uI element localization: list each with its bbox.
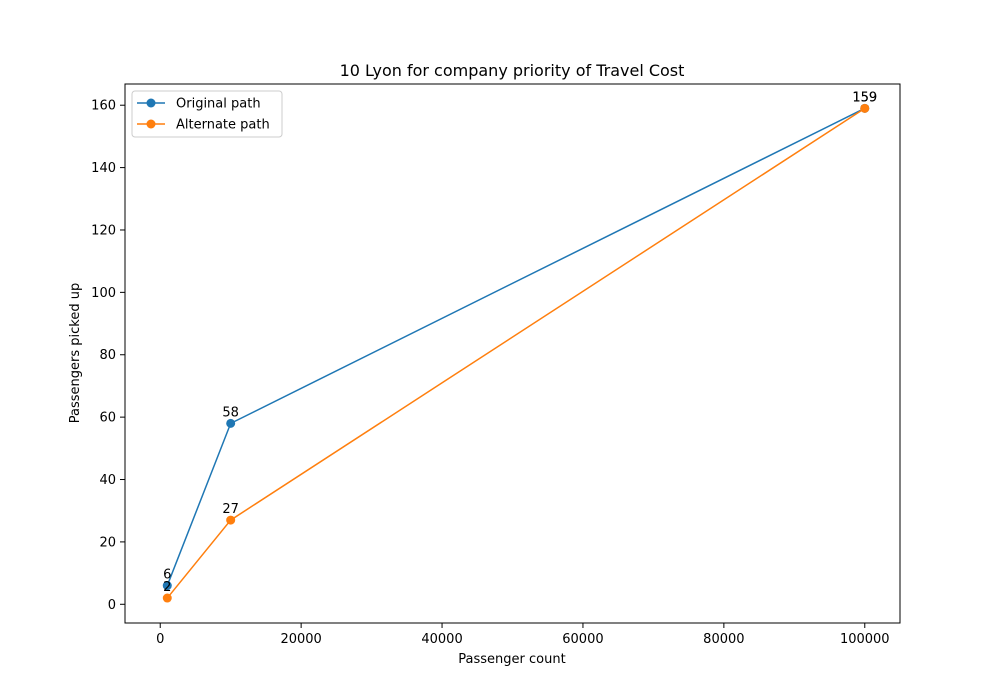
data-label: 159: [852, 90, 877, 105]
legend: Original path Alternate path: [131, 90, 283, 138]
data-point: [860, 103, 870, 113]
legend-label: Original path: [176, 97, 261, 112]
y-tick-label: 40: [99, 473, 116, 488]
data-point: [162, 593, 172, 603]
legend-marker: [146, 119, 156, 129]
series-original-path: 6 58 159: [162, 90, 877, 591]
plot-frame: [124, 83, 901, 624]
y-axis: 0 20 40 60 80 100 120 140 160: [91, 99, 125, 613]
x-tick-label: 100000: [840, 632, 890, 647]
data-label: 2: [163, 580, 171, 595]
x-tick-label: 40000: [421, 632, 462, 647]
y-tick-label: 80: [99, 348, 116, 363]
y-tick-label: 120: [91, 223, 116, 238]
x-tick-label: 80000: [703, 632, 744, 647]
y-tick-label: 0: [108, 598, 116, 613]
y-tick-label: 100: [91, 286, 116, 301]
data-label: 27: [222, 502, 239, 517]
plot-background: [125, 84, 900, 623]
x-axis: 0 20000 40000 60000 80000 100000: [156, 623, 890, 647]
y-tick-label: 20: [99, 535, 116, 550]
x-axis-label: Passenger count: [458, 652, 565, 667]
series-alternate-path: 2 27 159: [162, 90, 877, 603]
legend-label: Alternate path: [176, 118, 270, 133]
legend-marker: [146, 98, 156, 108]
data-point: [226, 515, 236, 525]
x-tick-label: 60000: [562, 632, 603, 647]
y-axis-label: Passengers picked up: [68, 283, 83, 423]
data-label: 6: [163, 568, 171, 583]
data-label: 58: [222, 405, 239, 420]
y-tick-label: 60: [99, 411, 116, 426]
data-point: [226, 418, 236, 428]
legend-entry: Original path: [137, 97, 261, 112]
x-tick-label: 20000: [280, 632, 321, 647]
legend-box: [131, 90, 283, 138]
data-label: 159: [852, 90, 877, 105]
chart-title: 10 Lyon for company priority of Travel C…: [340, 61, 685, 80]
y-tick-label: 140: [91, 161, 116, 176]
data-point: [162, 581, 172, 591]
legend-entry: Alternate path: [137, 118, 270, 133]
y-tick-label: 160: [91, 99, 116, 114]
x-tick-label: 0: [156, 632, 164, 647]
